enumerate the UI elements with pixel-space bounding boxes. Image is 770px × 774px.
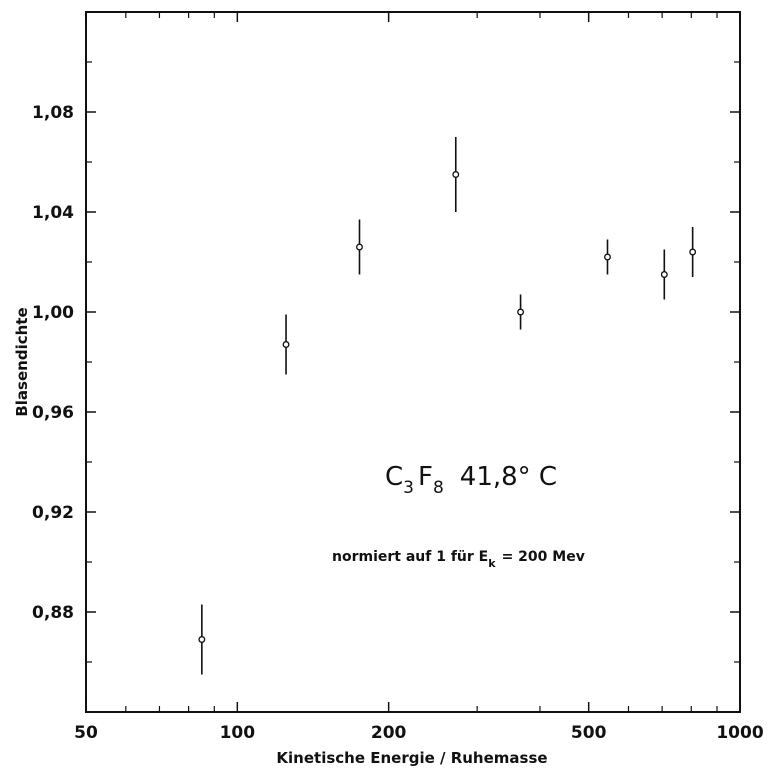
x-tick-label: 100 [220, 723, 256, 743]
data-point [517, 308, 525, 316]
data-point [198, 636, 206, 643]
normalization-annotation: normiert auf 1 für Ek = 200 Mev [332, 549, 585, 570]
data-point [604, 253, 611, 261]
y-axis-ticks: 0,88 0,92 0,96 1,00 1,04 1,08 [32, 61, 740, 663]
y-tick-label: 0,88 [32, 603, 74, 623]
data-point [356, 243, 363, 251]
y-axis-title: Blasendichte [13, 307, 31, 416]
substance-f-subscript: 8 [433, 478, 444, 498]
x-tick-label: 500 [571, 723, 607, 743]
data-point [689, 248, 697, 256]
data-points [198, 137, 697, 675]
normalization-suffix: = 200 Mev [502, 549, 585, 565]
substance-c-subscript: 3 [403, 478, 414, 498]
normalization-subscript: k [488, 557, 496, 570]
plot-frame [85, 11, 741, 713]
y-tick-label: 0,92 [32, 503, 74, 523]
x-axis-ticks: 50 100 200 500 1000 [74, 12, 764, 743]
y-tick-label: 1,08 [32, 103, 74, 123]
normalization-text: normiert auf 1 für E [332, 549, 488, 565]
x-axis-title: Kinetische Energie / Ruhemasse [276, 749, 547, 767]
substance-c: C [385, 462, 403, 492]
y-tick-label: 1,00 [32, 303, 74, 323]
substance-temperature: 41,8° C [460, 462, 557, 492]
x-tick-label: 1000 [716, 723, 763, 743]
substance-annotation: C3 F8 41,8° C [385, 462, 557, 498]
x-tick-label: 200 [371, 723, 407, 743]
substance-f: F [418, 462, 433, 492]
y-tick-label: 0,96 [32, 403, 74, 423]
data-point [452, 171, 460, 178]
x-tick-label: 50 [74, 723, 98, 743]
data-point [282, 341, 290, 348]
data-point [660, 271, 668, 278]
y-tick-label: 1,04 [32, 203, 74, 223]
